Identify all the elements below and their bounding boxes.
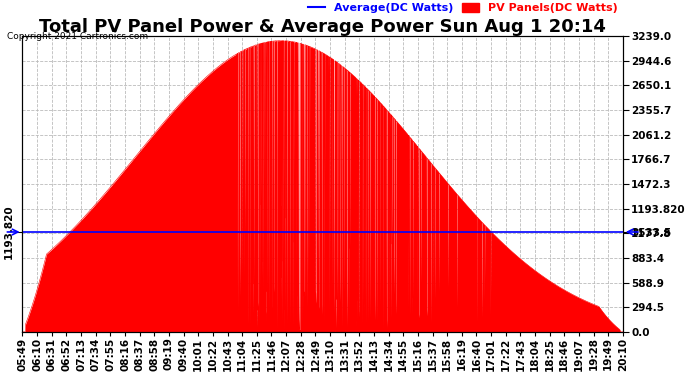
Title: Total PV Panel Power & Average Power Sun Aug 1 20:14: Total PV Panel Power & Average Power Sun… xyxy=(39,18,606,36)
Legend: Average(DC Watts), PV Panels(DC Watts): Average(DC Watts), PV Panels(DC Watts) xyxy=(308,3,618,13)
Text: Copyright 2021 Cartronics.com: Copyright 2021 Cartronics.com xyxy=(7,32,148,41)
